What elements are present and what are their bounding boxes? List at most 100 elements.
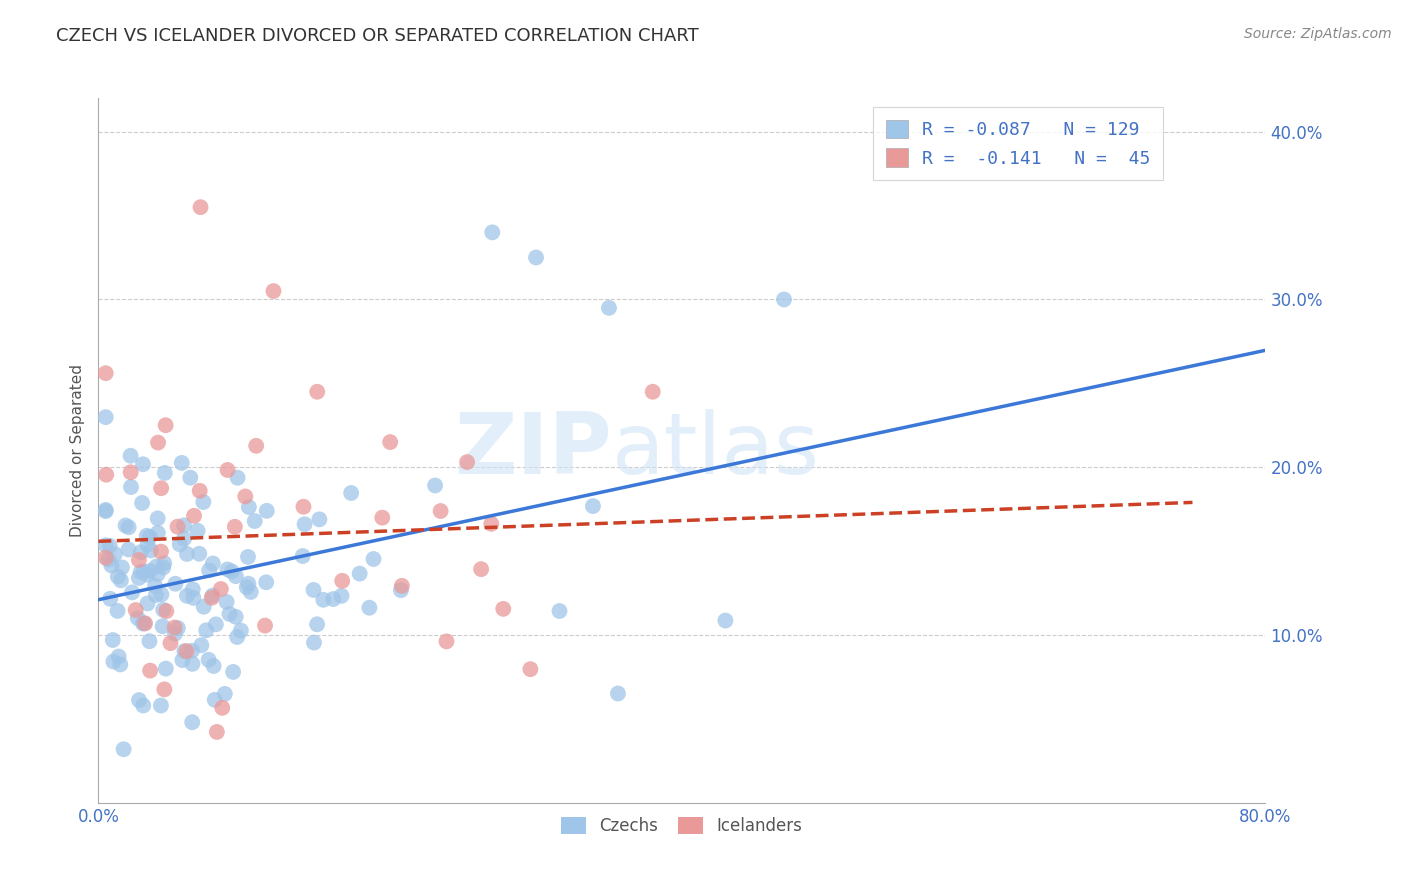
Point [94, 504, 117, 518]
Point [211, 701, 233, 715]
Point [96, 467, 118, 482]
Point [152, 560, 174, 574]
Point [110, 574, 132, 588]
Point [294, 517, 316, 532]
Point [607, 686, 630, 700]
Point [205, 725, 228, 739]
Point [146, 435, 169, 450]
Text: atlas: atlas [612, 409, 820, 492]
Point [107, 569, 129, 583]
Point [132, 698, 155, 713]
Point [145, 588, 167, 602]
Point [302, 635, 325, 649]
Point [256, 504, 278, 518]
Point [111, 560, 134, 574]
Point [340, 486, 363, 500]
Point [302, 582, 325, 597]
Point [110, 657, 132, 672]
Point [98, 539, 121, 553]
Point [112, 742, 135, 756]
Point [363, 552, 385, 566]
Point [322, 592, 344, 607]
Point [107, 649, 129, 664]
Point [481, 225, 503, 239]
Point [190, 638, 212, 652]
Point [224, 520, 246, 534]
Point [470, 562, 492, 576]
Point [193, 495, 215, 509]
Point [598, 301, 620, 315]
Point [132, 616, 155, 631]
Point [128, 571, 150, 585]
Point [225, 569, 247, 583]
Point [103, 655, 125, 669]
Point [117, 542, 139, 557]
Point [153, 466, 176, 480]
Point [176, 547, 198, 561]
Point [155, 662, 177, 676]
Point [238, 500, 260, 514]
Point [143, 579, 166, 593]
Point [225, 609, 247, 624]
Point [125, 603, 148, 617]
Point [291, 549, 314, 563]
Point [132, 457, 155, 471]
Point [155, 418, 177, 433]
Point [359, 600, 381, 615]
Y-axis label: Divorced or Separated: Divorced or Separated [69, 364, 84, 537]
Point [423, 478, 446, 492]
Point [173, 532, 195, 546]
Point [94, 550, 117, 565]
Point [209, 582, 232, 596]
Point [307, 384, 329, 399]
Point [195, 624, 218, 638]
Point [120, 449, 142, 463]
Point [181, 582, 204, 597]
Point [136, 596, 159, 610]
Point [262, 284, 284, 298]
Point [94, 538, 117, 552]
Point [149, 698, 172, 713]
Point [202, 659, 225, 673]
Point [233, 490, 256, 504]
Point [131, 496, 153, 510]
Point [173, 518, 195, 533]
Point [239, 585, 262, 599]
Point [120, 465, 142, 479]
Point [136, 538, 159, 552]
Point [132, 616, 155, 631]
Point [179, 471, 201, 485]
Point [181, 657, 204, 671]
Point [104, 547, 127, 561]
Point [114, 518, 136, 533]
Point [330, 589, 353, 603]
Point [145, 559, 167, 574]
Point [170, 456, 193, 470]
Point [773, 293, 796, 307]
Point [243, 514, 266, 528]
Point [132, 565, 155, 579]
Point [214, 687, 236, 701]
Point [254, 618, 277, 632]
Point [524, 251, 547, 265]
Point [135, 529, 157, 543]
Point [188, 547, 211, 561]
Point [94, 366, 117, 380]
Point [169, 537, 191, 551]
Point [139, 543, 162, 558]
Point [641, 384, 664, 399]
Point [153, 682, 176, 697]
Point [152, 603, 174, 617]
Point [139, 530, 162, 544]
Point [307, 617, 329, 632]
Point [205, 617, 228, 632]
Text: CZECH VS ICELANDER DIVORCED OR SEPARATED CORRELATION CHART: CZECH VS ICELANDER DIVORCED OR SEPARATED… [56, 27, 699, 45]
Point [146, 511, 169, 525]
Point [153, 556, 176, 570]
Point [187, 524, 209, 538]
Point [330, 574, 353, 588]
Point [127, 611, 149, 625]
Point [129, 565, 152, 579]
Point [97, 552, 120, 566]
Point [98, 591, 121, 606]
